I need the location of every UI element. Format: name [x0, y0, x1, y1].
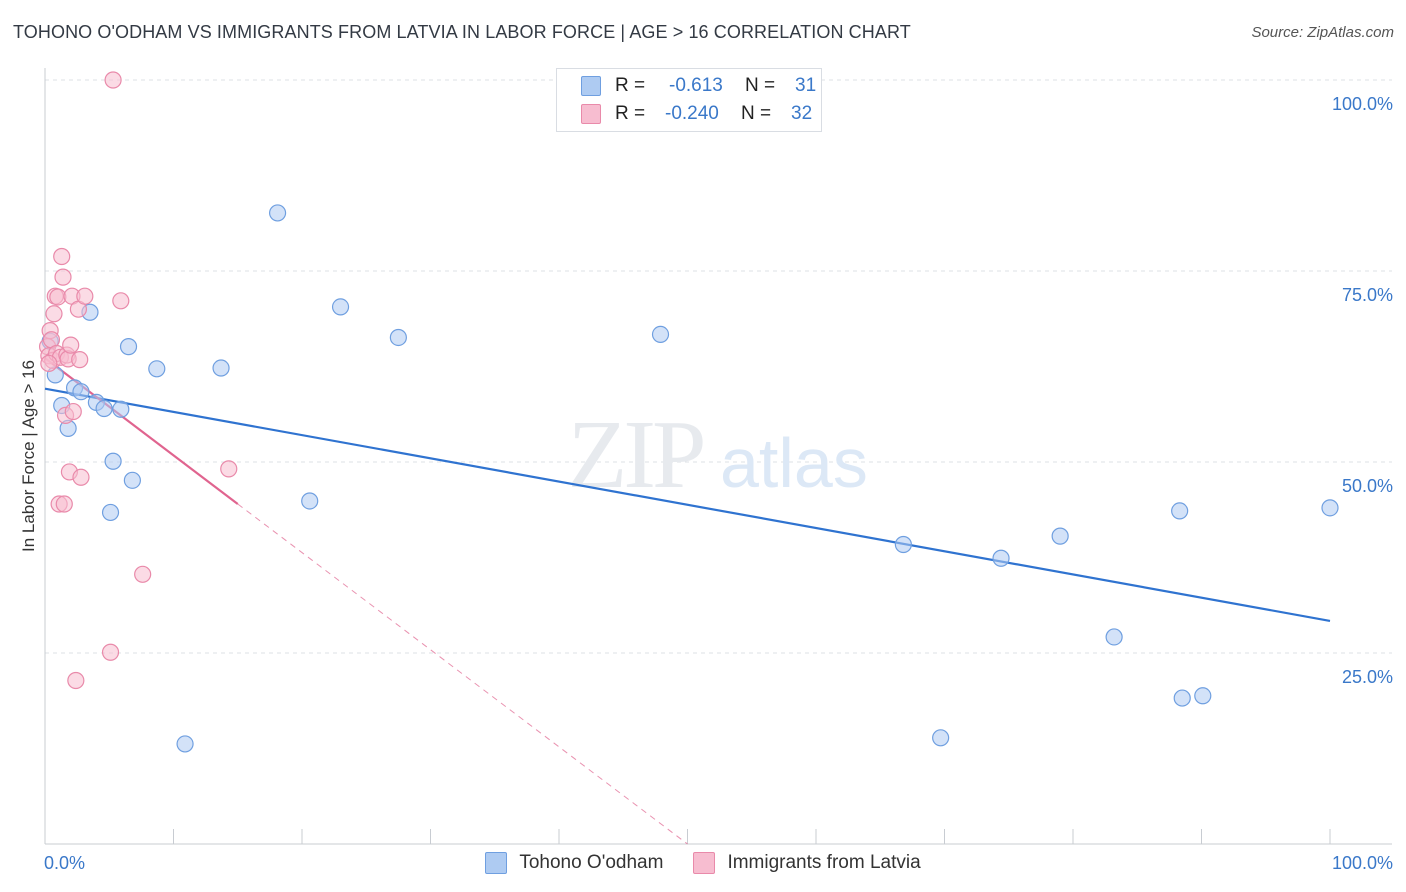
tohono-point — [119, 338, 138, 356]
latvia-point — [134, 565, 152, 583]
legend-row-latvia: R = -0.240 N = 32 — [581, 101, 812, 127]
latvia-point — [67, 671, 85, 690]
tohono-point — [1194, 687, 1212, 705]
tohono-point — [212, 359, 230, 377]
tohono-point — [123, 471, 141, 489]
tohono-point — [331, 298, 350, 316]
legend-n-value: 32 — [791, 103, 813, 124]
legend-item-latvia[interactable]: Immigrants from Latvia — [693, 852, 921, 874]
latvia-point — [62, 336, 80, 354]
data-points — [38, 71, 1339, 753]
tohono-point — [176, 735, 194, 753]
tohono-point — [1321, 499, 1339, 517]
tohono-point — [95, 399, 113, 418]
tohono-point — [932, 729, 950, 747]
tohono-point — [148, 360, 166, 378]
y-tick-label: 100.0% — [1332, 94, 1393, 114]
tohono-trend-line — [44, 387, 1331, 622]
latvia-point — [112, 292, 130, 310]
latvia-point — [101, 643, 120, 661]
legend-row-tohono: R = -0.613 N = 31 — [581, 73, 816, 99]
latvia-trend-extension — [237, 503, 688, 845]
tohono-point — [104, 452, 122, 470]
watermark-atlas: atlas — [720, 424, 868, 502]
watermark: ZIP atlas — [568, 401, 868, 509]
x-tick-label: 100.0% — [1332, 853, 1393, 873]
tohono-point — [1051, 527, 1069, 545]
latvia-point — [54, 268, 72, 286]
x-tick-label: 0.0% — [44, 853, 85, 873]
legend-n-value: 31 — [795, 75, 817, 96]
legend-r-value: -0.613 — [669, 75, 723, 96]
tohono-point — [72, 383, 90, 401]
chart-title: TOHONO O'ODHAM VS IMMIGRANTS FROM LATVIA… — [13, 22, 911, 42]
legend-swatch-pink — [693, 852, 716, 874]
legend-r-value: -0.240 — [665, 103, 719, 124]
latvia-point — [76, 287, 94, 305]
legend-r-label: R = — [615, 75, 646, 96]
latvia-point — [53, 247, 71, 266]
legend-n-label: N = — [745, 75, 776, 96]
latvia-point — [64, 402, 82, 421]
legend-swatch-blue — [581, 76, 601, 96]
series-legend: Tohono O'odham Immigrants from Latvia — [0, 852, 1406, 874]
tohono-point — [301, 492, 319, 510]
tohono-point — [1171, 502, 1189, 520]
legend-swatch-pink — [581, 104, 601, 124]
tick-labels: 25.0% 50.0% 75.0% 100.0% 0.0% 100.0% — [44, 94, 1393, 873]
tohono-point — [112, 400, 130, 418]
legend-n-label: N = — [741, 103, 772, 124]
latvia-point — [40, 354, 58, 373]
latvia-point — [220, 460, 238, 478]
axes — [44, 68, 1392, 845]
tohono-point — [268, 204, 287, 222]
legend-r-label: R = — [615, 103, 646, 124]
legend-item-tohono[interactable]: Tohono O'odham — [485, 852, 663, 874]
y-tick-label: 50.0% — [1342, 476, 1393, 496]
legend-label: Tohono O'odham — [519, 852, 664, 873]
latvia-point — [71, 351, 89, 369]
tohono-point — [1105, 628, 1123, 646]
latvia-point — [45, 305, 63, 323]
y-axis-label: In Labor Force | Age > 16 — [19, 360, 38, 552]
legend-label: Immigrants from Latvia — [727, 852, 921, 873]
tohono-point — [651, 325, 670, 344]
grid-lines — [45, 79, 1392, 654]
latvia-point — [104, 71, 122, 89]
correlation-legend: R = -0.613 N = 31 R = -0.240 N = 32 — [556, 68, 822, 132]
tohono-point — [894, 535, 912, 554]
tohono-point — [1173, 689, 1191, 707]
y-tick-label: 75.0% — [1342, 285, 1393, 305]
tohono-point — [992, 549, 1010, 567]
latvia-point — [72, 468, 90, 486]
tohono-point — [389, 328, 407, 347]
y-tick-label: 25.0% — [1342, 667, 1393, 687]
legend-swatch-blue — [485, 852, 508, 874]
watermark-zip: ZIP — [568, 401, 703, 509]
latvia-point — [55, 495, 73, 513]
source-label: Source: ZipAtlas.com — [1251, 24, 1394, 41]
tohono-point — [101, 503, 120, 522]
